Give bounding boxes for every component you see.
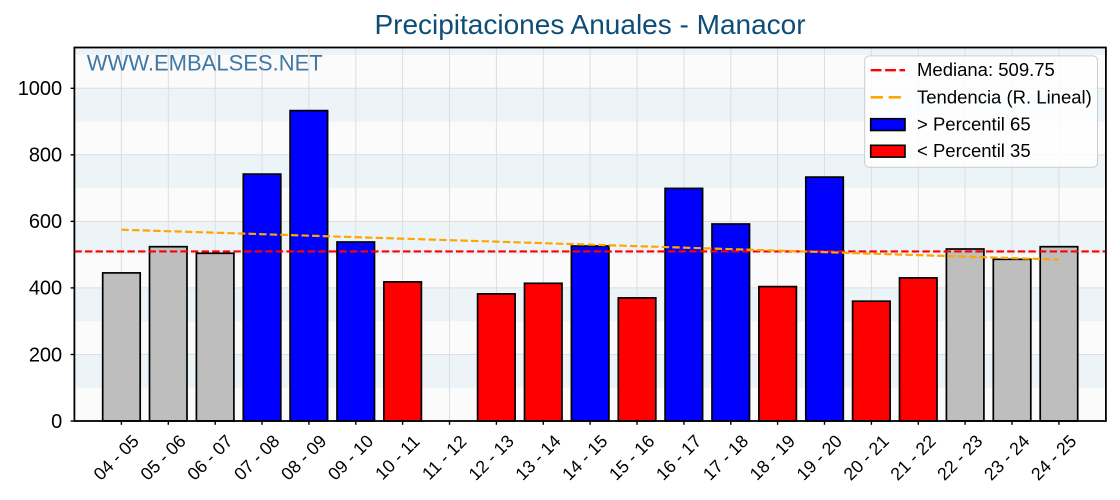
svg-text:1000: 1000 <box>18 78 63 100</box>
svg-text:400: 400 <box>29 278 62 300</box>
svg-text:Precipitaciones Anuales - Mana: Precipitaciones Anuales - Manacor <box>374 9 805 40</box>
svg-text:WWW.EMBALSES.NET: WWW.EMBALSES.NET <box>87 51 323 76</box>
svg-text:200: 200 <box>29 344 62 366</box>
svg-text:Mediana: 509.75: Mediana: 509.75 <box>917 59 1055 80</box>
svg-text:600: 600 <box>29 211 62 233</box>
svg-text:0: 0 <box>51 411 62 433</box>
svg-text:> Percentil 65: > Percentil 65 <box>917 114 1031 135</box>
svg-text:800: 800 <box>29 145 62 167</box>
svg-text:Tendencia (R. Lineal): Tendencia (R. Lineal) <box>917 86 1092 107</box>
svg-text:< Percentil 35: < Percentil 35 <box>917 140 1031 161</box>
